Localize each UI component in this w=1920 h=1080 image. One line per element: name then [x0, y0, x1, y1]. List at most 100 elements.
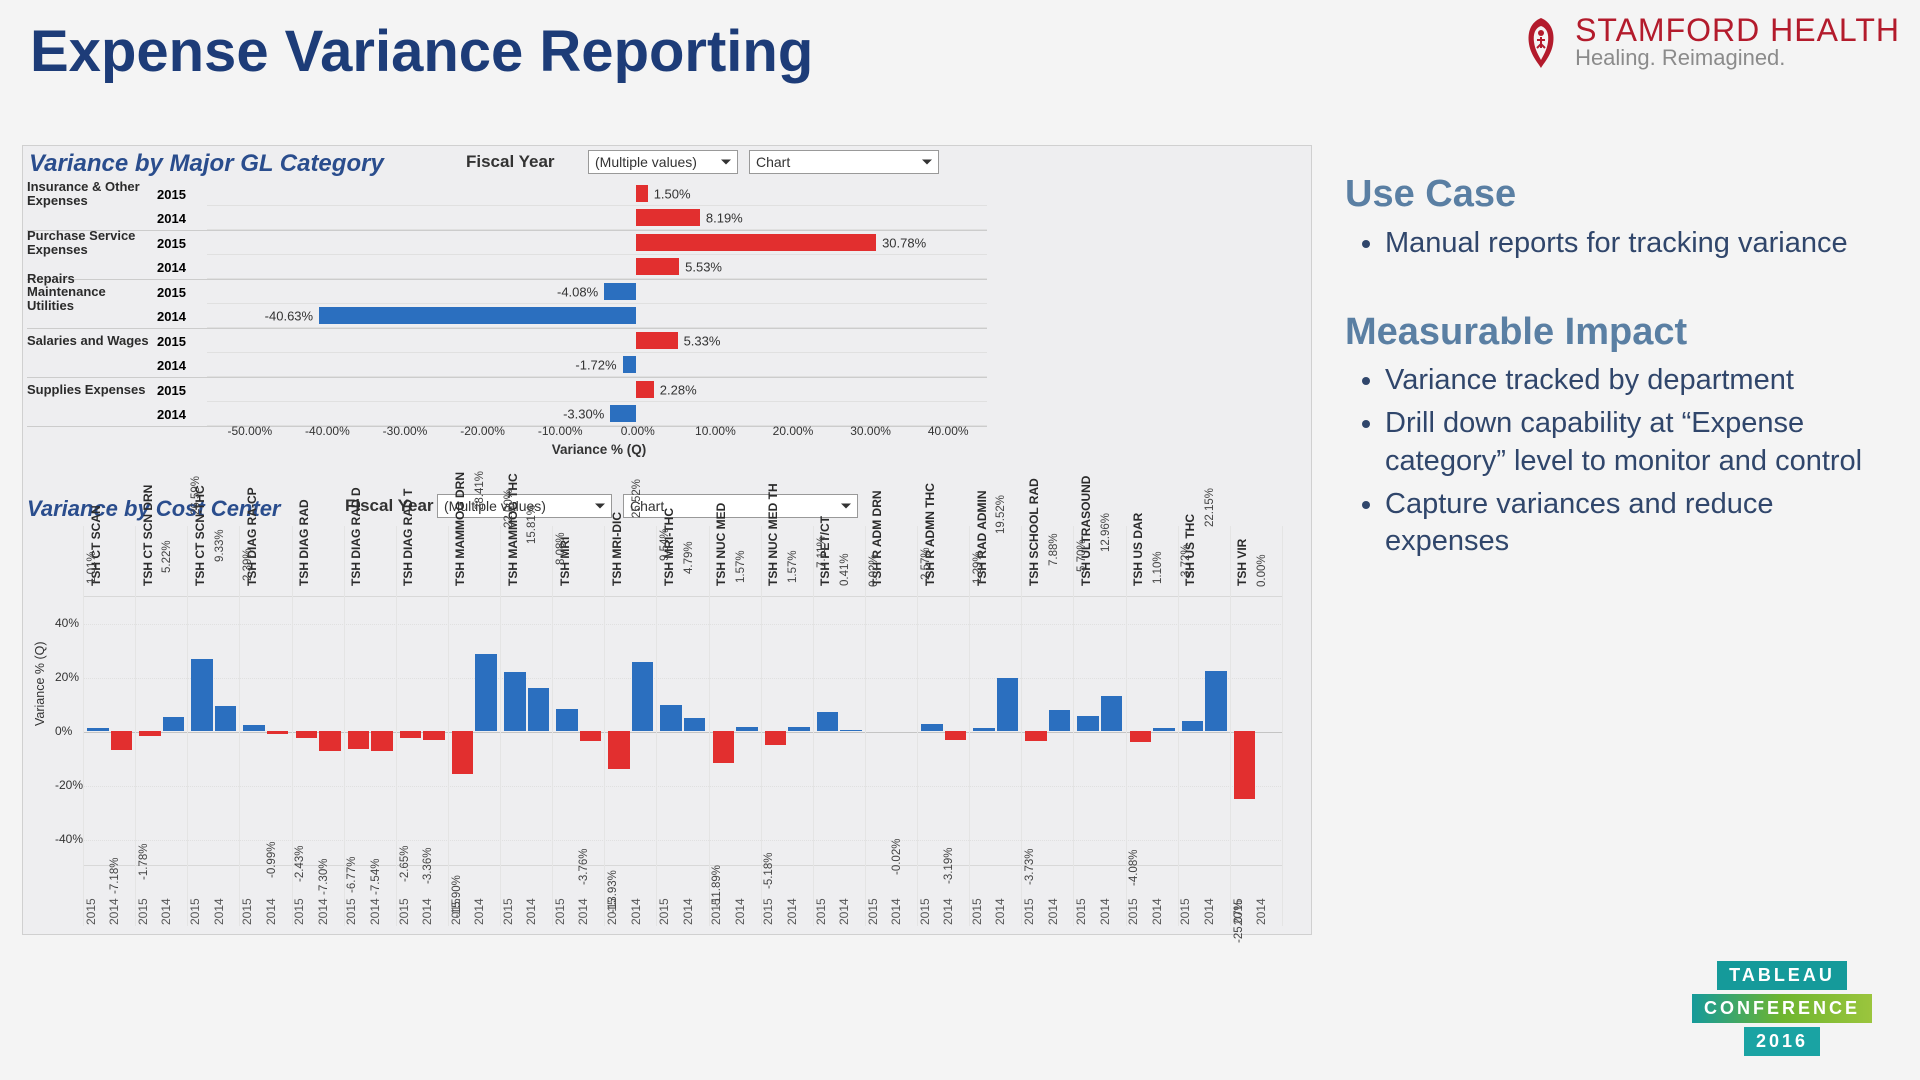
chart2-group-label: TSH NUC MED [714, 503, 728, 586]
chart1-category-label: Supplies Expenses [27, 383, 157, 397]
chart2-year-label: 2014 [681, 898, 695, 925]
chart2-bar: 22.00% [504, 672, 525, 731]
chart1-xtick: 10.00% [695, 424, 736, 438]
chart2-value-label: 7.88% [1048, 533, 1060, 566]
impact-heading: Measurable Impact [1345, 308, 1890, 357]
chart1-value-label: -3.30% [563, 406, 604, 421]
chart1-year-label: 2014 [157, 260, 207, 275]
chart1-bar [610, 405, 636, 422]
chart2-value-label: 1.01% [86, 552, 98, 585]
chart2-value-label: 2.39% [242, 548, 254, 581]
side-panel: Use Case Manual reports for tracking var… [1345, 170, 1890, 566]
chart2-bar: -4.08% [1130, 731, 1151, 742]
chart2-bar: -15.90% [452, 731, 473, 774]
chart2-value-label: -3.36% [422, 848, 434, 884]
chart2-bar: -11.89% [713, 731, 734, 763]
chart2-view-dropdown[interactable]: Chart [623, 494, 858, 518]
chart1-xtick: 20.00% [773, 424, 814, 438]
chart2-year-label: 2015 [501, 898, 515, 925]
brand-mark-icon [1517, 12, 1565, 72]
chart2-bar: 7.11% [817, 712, 838, 731]
chart2-year-label: 2014 [576, 898, 590, 925]
chart2-ytick: 0% [55, 724, 72, 738]
chart2-bar: -7.18% [111, 731, 132, 750]
chart2-bar: 12.96% [1101, 696, 1122, 731]
chart2-year-label: 2015 [1126, 898, 1140, 925]
chart2-value-label: -3.76% [578, 849, 590, 885]
chart2-year-label: 2015 [970, 898, 984, 925]
chart2-year-label: 2015 [1178, 898, 1192, 925]
chart1-xtick: -30.00% [383, 424, 428, 438]
chart2-year-label: 2014 [420, 898, 434, 925]
tableau-conference-badge: TABLEAU CONFERENCE 2016 [1692, 959, 1872, 1058]
chart1-value-label: 5.53% [685, 259, 722, 274]
chart1-bar [636, 381, 654, 398]
chart2-year-label: 2015 [553, 898, 567, 925]
chart2-value-label: -7.30% [318, 858, 330, 894]
chart2-bar: -7.30% [319, 731, 340, 751]
chart2-bar: -1.78% [139, 731, 160, 736]
chart2-group-label: TSH SCHOOL RAD [1027, 478, 1041, 586]
chart2-bar: 8.08% [556, 709, 577, 731]
chart1-bar [319, 307, 636, 324]
chart2-value-label: 3.72% [1180, 544, 1192, 577]
chart1-xtick: -20.00% [460, 424, 505, 438]
chart1-fiscal-year-dropdown[interactable]: (Multiple values) [588, 150, 738, 174]
chart1-title: Variance by Major GL Category [29, 150, 384, 178]
chart2-bar: -2.43% [296, 731, 317, 738]
chart1-year-label: 2015 [157, 187, 207, 202]
conf-line3: 2016 [1744, 1027, 1820, 1056]
chart1-year-label: 2015 [157, 285, 207, 300]
chart2-year-label: 2014 [107, 898, 121, 925]
chart1-value-label: 1.50% [654, 186, 691, 201]
chart2-bar: 1.57% [788, 727, 809, 731]
chart2-bar: 0.41% [840, 730, 861, 731]
chart2-value-label: 9.33% [214, 529, 226, 562]
chart1-bar [604, 283, 636, 300]
chart2-bar: 19.52% [997, 678, 1018, 731]
chart1-fy-label: Fiscal Year [466, 152, 555, 172]
chart2-value-label: 7.11% [816, 536, 828, 568]
chart2-value-label: 0.00% [1256, 554, 1268, 587]
chart2-value-label: 26.59% [190, 476, 202, 515]
chart2-value-label: -7.18% [109, 858, 121, 894]
chart2-bar: -3.73% [1025, 731, 1046, 741]
chart2-year-label: 2015 [397, 898, 411, 925]
chart2-ytick: -20% [55, 778, 83, 792]
chart2-value-label: -3.73% [1024, 849, 1036, 885]
chart2-bar: 9.33% [215, 706, 236, 731]
chart2-year-label: 2015 [1022, 898, 1036, 925]
chart2-year-label: 2014 [212, 898, 226, 925]
chart2-value-label: 0.02% [868, 554, 880, 587]
chart2-value-label: -0.02% [891, 839, 903, 875]
chart2-year-label: 2014 [1098, 898, 1112, 925]
chart2-bar: 5.22% [163, 717, 184, 731]
chart1-value-label: 5.33% [684, 333, 721, 348]
chart2-year-label: 2015 [1074, 898, 1088, 925]
chart1-year-label: 2015 [157, 383, 207, 398]
chart2-bar: 2.39% [243, 725, 264, 731]
chart2-year-label: 2015 [918, 898, 932, 925]
chart1-plot: Insurance & Other Expenses20151.50%20148… [27, 182, 987, 472]
chart2-group-label: TSH DIAG RAD T [401, 489, 415, 586]
chart1-value-label: -1.72% [575, 357, 616, 372]
chart1-xtick: 30.00% [850, 424, 891, 438]
chart2-bar: 1.01% [87, 728, 108, 731]
chart2-ytick: -40% [55, 832, 83, 846]
chart2-bar: 9.54% [660, 705, 681, 731]
chart2-ytick: 40% [55, 616, 79, 630]
chart2-value-label: 2.57% [920, 547, 932, 580]
chart2-value-label: -15.90% [451, 875, 463, 918]
chart2-bar: 28.41% [475, 654, 496, 731]
impact-bullet: Drill down capability at “Expense catego… [1385, 405, 1890, 479]
chart2-bar: 5.70% [1077, 716, 1098, 731]
tableau-dashboard: Variance by Major GL Category Fiscal Yea… [22, 145, 1312, 935]
conf-line2: CONFERENCE [1692, 994, 1872, 1023]
chart2-year-label: 2014 [316, 898, 330, 925]
chart2-value-label: 12.96% [1100, 513, 1112, 552]
chart1-view-dropdown[interactable]: Chart [749, 150, 939, 174]
chart2-year-label: 2014 [629, 898, 643, 925]
chart2-bar: 1.29% [973, 728, 994, 731]
chart2-year-label: 2014 [472, 898, 486, 925]
chart2-year-label: 2014 [1254, 898, 1268, 925]
